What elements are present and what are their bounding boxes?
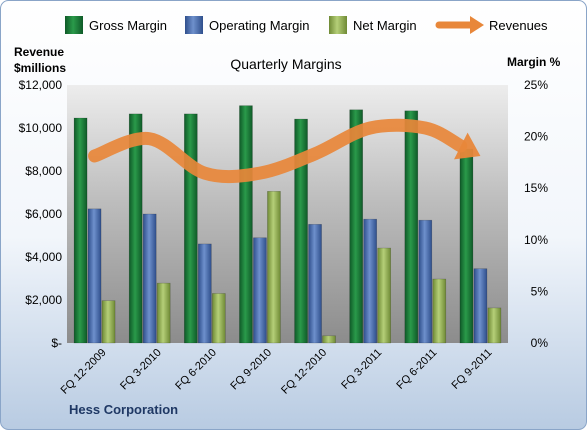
bar-gross-margin — [239, 105, 253, 344]
bar-operating-margin — [418, 219, 433, 344]
bar-gross-margin — [184, 113, 198, 344]
bar-operating-margin — [198, 243, 212, 344]
bar-net-margin — [267, 190, 281, 344]
bar-net-margin — [156, 282, 171, 344]
legend-label-gross-margin: Gross Margin — [89, 18, 167, 33]
legend: Gross Margin Operating Margin Net Margin… — [65, 16, 548, 34]
right-tick-label: 10% — [524, 233, 548, 247]
bar-gross-margin — [73, 117, 88, 344]
legend-label-operating-margin: Operating Margin — [209, 18, 309, 33]
right-axis-label: Margin % — [507, 55, 561, 69]
bar-net-margin — [432, 278, 447, 344]
revenue-line-path — [88, 118, 468, 184]
bar-net-margin — [487, 307, 502, 344]
right-tick-label: 20% — [524, 130, 548, 144]
chart-title: Quarterly Margins — [230, 56, 341, 72]
right-tick-label: 5% — [531, 284, 549, 298]
bar-operating-margin — [473, 268, 488, 344]
revenue-arrowhead — [454, 132, 481, 160]
company-name: Hess Corporation — [69, 402, 178, 417]
left-tick-label: $2,000 — [25, 293, 62, 307]
legend-swatch-operating-margin — [185, 16, 203, 34]
right-axis-ticks: 0% 5% 10% 15% 20% 25% — [524, 78, 548, 350]
legend-swatch-net-margin — [329, 16, 347, 34]
bar-operating-margin — [87, 208, 102, 344]
right-tick-label: 15% — [524, 181, 548, 195]
bar-gross-margin — [128, 113, 143, 344]
bar-operating-margin — [142, 213, 157, 344]
left-tick-label: $6,000 — [25, 207, 62, 221]
legend-swatch-revenues — [435, 16, 484, 34]
revenue-line — [88, 118, 481, 184]
bar-gross-margin — [404, 110, 419, 344]
legend-label-revenues: Revenues — [489, 18, 548, 33]
legend-label-net-margin: Net Margin — [353, 18, 417, 33]
legend-swatch-gross-margin — [65, 16, 83, 34]
bar-net-margin — [212, 293, 226, 344]
left-axis-ticks: $- $2,000 $4,000 $6,000 $8,000 $10,000 $12,000 — [19, 78, 63, 350]
bar-gross-margin — [349, 109, 363, 344]
left-tick-label: $10,000 — [19, 121, 63, 135]
bar-net-margin — [101, 300, 116, 344]
bar-operating-margin — [308, 224, 322, 344]
left-axis-label-line1: Revenue — [14, 45, 64, 59]
right-tick-label: 0% — [531, 336, 549, 350]
right-tick-label: 25% — [524, 78, 548, 92]
left-tick-label: $8,000 — [25, 164, 62, 178]
left-tick-label: $- — [51, 336, 62, 350]
bar-gross-margin — [294, 118, 308, 344]
bar-operating-margin — [363, 218, 377, 344]
left-tick-label: $4,000 — [25, 250, 62, 264]
bar-net-margin — [322, 335, 336, 344]
left-axis-label-line2: $millions — [14, 61, 66, 75]
bar-net-margin — [377, 247, 391, 344]
left-tick-label: $12,000 — [19, 78, 63, 92]
bar-operating-margin — [253, 237, 267, 344]
bar-gross-margin — [459, 148, 474, 344]
